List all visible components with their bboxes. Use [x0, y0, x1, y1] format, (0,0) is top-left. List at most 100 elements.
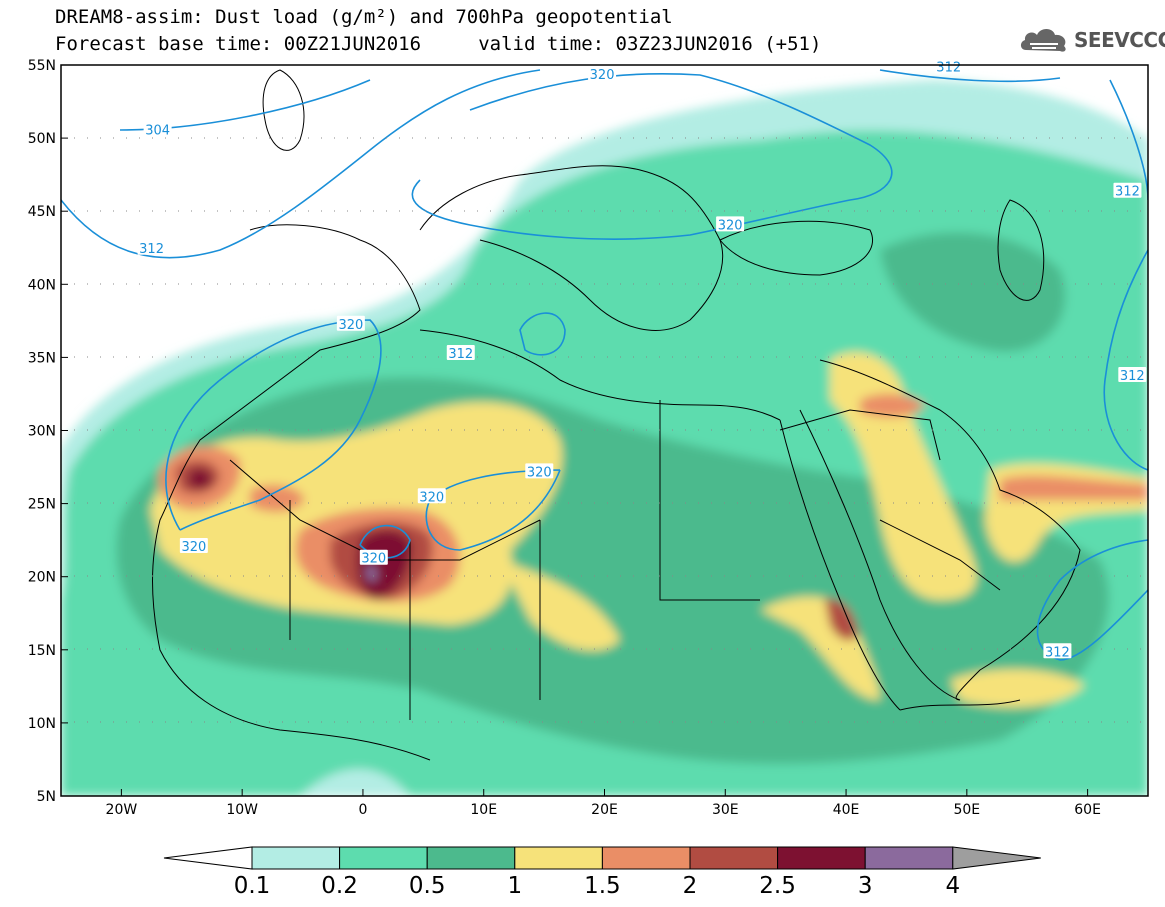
contour-labels: 304 312 320 312 312 320 320 312 312 320 320 320 320 3… [137, 58, 1147, 660]
colorbar-segment-over [952, 846, 1041, 870]
colorbar-label: 2.5 [759, 873, 796, 899]
svg-text:320: 320 [361, 552, 386, 567]
contour-label: 320 [588, 65, 617, 83]
coast-horn-of-africa [899, 699, 1021, 711]
contour-label: 320 [716, 216, 745, 233]
lat-tick-label: 55N [28, 58, 56, 74]
geopotential-contours [61, 69, 1148, 661]
colorbar-segment [251, 846, 341, 870]
contour-312-north-east [879, 69, 1061, 83]
svg-text:320: 320 [718, 218, 743, 233]
svg-text:320: 320 [419, 490, 444, 505]
contour-label: 320 [336, 315, 365, 333]
svg-text:312: 312 [1115, 185, 1140, 200]
coast-arabia [819, 359, 1081, 701]
lon-tick-label: 10E [470, 802, 497, 818]
cloud-icon [1020, 29, 1066, 52]
contour-label: 312 [1043, 643, 1072, 660]
map-title-line-1: DREAM8-assim: Dust load (g/m²) and 700hP… [55, 6, 673, 28]
colorbar-label: 1 [507, 873, 522, 899]
colorbar-label: 0.2 [321, 873, 358, 899]
lon-tick-label: 20W [106, 802, 138, 818]
colorbar-segment [864, 846, 954, 870]
dust-level-0.5-east [880, 232, 1066, 352]
border-sahara-2 [289, 400, 760, 720]
lon-tick-label: 0 [358, 802, 367, 818]
map-title-line-2: Forecast base time: 00Z21JUN2016 valid t… [55, 33, 822, 55]
svg-text:312: 312 [936, 60, 961, 75]
colorbar-label: 4 [945, 873, 960, 899]
colorbar-segment-under [163, 846, 253, 870]
svg-text:312: 312 [139, 242, 164, 257]
svg-text:312: 312 [1120, 369, 1145, 384]
contour-label: 320 [417, 488, 446, 505]
lon-tick-label: 10W [226, 802, 258, 818]
dust-level-1.5-oman [1000, 475, 1148, 500]
svg-text:312: 312 [448, 347, 473, 362]
latitude-axis: 55N 50N 45N 40N 35N 30N 25N 20N 15N 10N 5N [28, 58, 68, 805]
dust-level-2.5-central [356, 530, 412, 600]
coast-mediterranean-south [419, 329, 781, 421]
lon-tick-label: 60E [1074, 802, 1101, 818]
contour-312-east [1103, 249, 1148, 471]
lat-tick-label: 45N [28, 204, 56, 220]
lon-tick-label: 40E [833, 802, 860, 818]
contour-320-west-africa [165, 319, 382, 531]
svg-text:320: 320 [338, 318, 363, 333]
contour-312-arabia-sea [1036, 539, 1148, 661]
contour-label: 304 [143, 121, 172, 138]
colorbar-segment [777, 846, 866, 870]
lat-tick-label: 5N [37, 789, 56, 805]
longitude-axis: 20W 10W 0 10E 20E 30E 40E 50E 60E [106, 789, 1101, 818]
dust-field [61, 69, 1148, 796]
seevccc-logo: SEEVCCC [1018, 23, 1165, 57]
colorbar-segment [426, 846, 516, 870]
contour-label: 312 [1113, 182, 1142, 200]
contour-312-west [61, 69, 541, 259]
dust-level-2.5-west [188, 468, 212, 489]
lat-tick-label: 25N [28, 497, 56, 513]
svg-text:312: 312 [1045, 645, 1070, 660]
lat-tick-label: 10N [28, 716, 56, 732]
lat-tick-label: 30N [28, 424, 56, 440]
colorbar-label: 2 [683, 873, 698, 899]
contour-label: 320 [179, 537, 208, 555]
lat-tick-label: 15N [28, 643, 56, 659]
coast-iberia-north-africa [152, 224, 431, 761]
contour-320-north [411, 73, 893, 240]
dust-level-1.5-arabia [860, 393, 925, 418]
colorbar-label: 0.5 [409, 873, 446, 899]
lon-tick-label: 20E [591, 802, 618, 818]
svg-text:304: 304 [145, 123, 170, 138]
coast-caspian [997, 199, 1045, 301]
contour-label: 320 [359, 549, 388, 567]
dust-colorbar: 0.1 0.2 0.5 1 1.5 2 2.5 3 4 [163, 846, 1041, 899]
dust-level-1-aden [950, 669, 1085, 708]
coast-british-isles [262, 69, 305, 151]
coast-red-sea [779, 409, 961, 711]
svg-text:320: 320 [590, 68, 615, 83]
dust-level-3-central [366, 565, 378, 582]
colorbar-segment [339, 846, 428, 870]
contour-label: 312 [137, 239, 166, 257]
svg-text:320: 320 [181, 540, 206, 555]
svg-text:320: 320 [527, 465, 552, 480]
lat-tick-label: 40N [28, 277, 56, 293]
dust-level-2-redsea [825, 599, 858, 641]
dust-level-1.5-mauritania [250, 484, 305, 512]
contour-label: 312 [934, 58, 963, 75]
colorbar-label: 0.1 [234, 873, 271, 899]
contour-312-sicily [519, 312, 566, 356]
lon-tick-label: 50E [953, 802, 980, 818]
colorbar-segment [514, 846, 603, 870]
border-middle-east [779, 409, 1001, 591]
contour-320-sahara [425, 469, 561, 551]
contour-label: 312 [1118, 366, 1147, 384]
lat-tick-label: 50N [28, 131, 56, 147]
lat-tick-label: 35N [28, 350, 56, 366]
colorbar-label: 3 [858, 873, 873, 899]
colorbar-segment [689, 846, 779, 870]
colorbar-segment [601, 846, 691, 870]
contour-label: 312 [446, 345, 475, 362]
colorbar-label: 1.5 [584, 873, 621, 899]
